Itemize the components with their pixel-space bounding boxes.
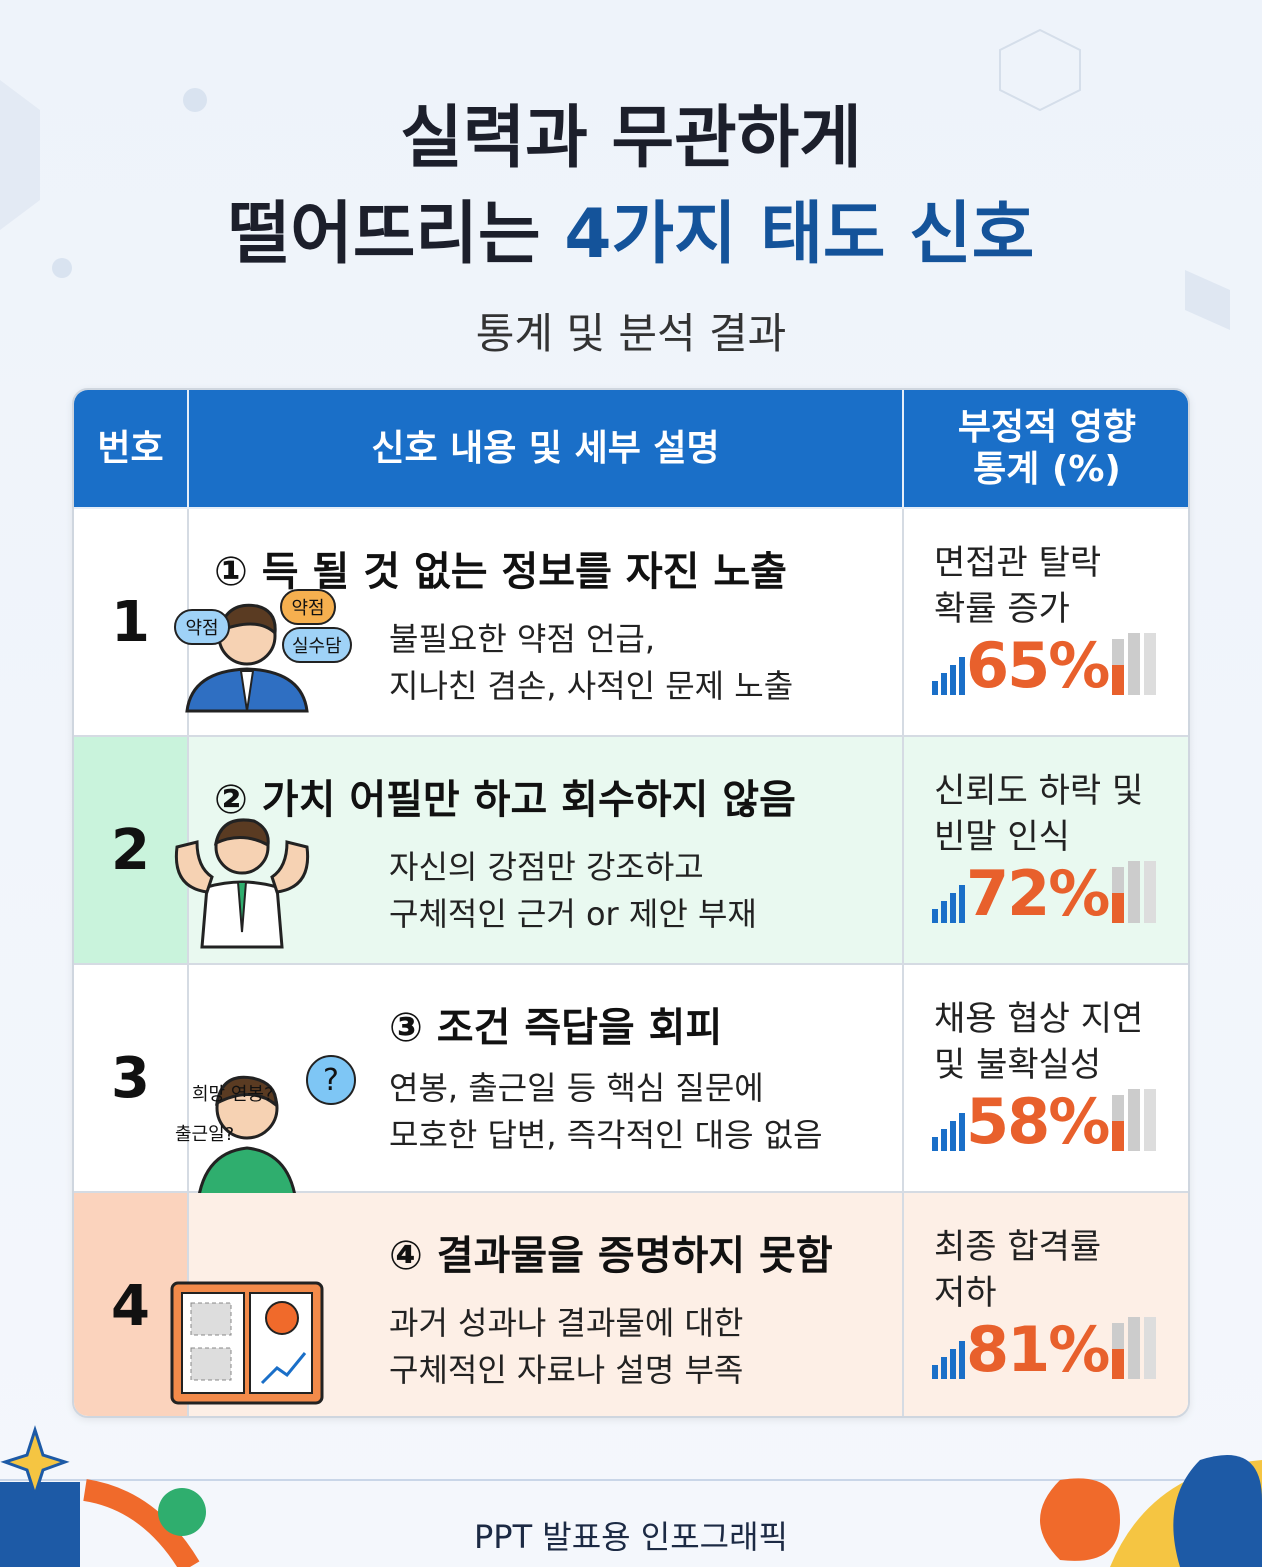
- row-heading: ③ 조건 즉답을 회피: [389, 1005, 723, 1051]
- number-cell: 1: [74, 509, 189, 737]
- header-text: 번호: [97, 427, 164, 469]
- stat-value: 81%: [966, 1313, 1110, 1386]
- stat-label: 빈말 인식: [934, 817, 1070, 857]
- table: 번호 신호 내용 및 세부 설명 부정적 영향 통계 (%) 1 ① 득 될 것 없는 정…: [72, 388, 1190, 1418]
- stat-value: 65%: [966, 629, 1110, 702]
- description-line: 구체적인 근거 or 제안 부재: [389, 895, 757, 933]
- description-line: 모호한 답변, 즉각적인 대응 없음: [389, 1116, 823, 1154]
- header-cell: 부정적 영향 통계 (%): [904, 390, 1188, 509]
- speech-bubble: 실수담: [282, 627, 352, 663]
- bar-icon: [932, 1089, 1156, 1151]
- stat-label: 저하: [934, 1273, 997, 1313]
- bar-icon: [932, 861, 1156, 923]
- speech-bubble: 출근일?: [175, 1124, 235, 1145]
- description-line: 연봉, 출근일 등 핵심 질문에: [389, 1069, 764, 1107]
- title-line: 실력과 무관하게: [400, 99, 862, 178]
- speech-bubble: 약점: [174, 609, 230, 645]
- header-cell: 번호: [74, 390, 189, 509]
- speech-bubble: ?: [306, 1055, 356, 1105]
- description-line: 지나친 겸손, 사적인 문제 노출: [389, 667, 794, 705]
- row-heading: ④ 결과물을 증명하지 못함: [389, 1233, 833, 1279]
- title-lead: 떨어뜨리는: [227, 195, 541, 274]
- description-line: 구체적인 자료나 설명 부족: [389, 1351, 744, 1389]
- title-highlight: 4가지 태도 신호: [564, 195, 1035, 274]
- footer: PPT 발표용 인포그래픽: [473, 1518, 788, 1556]
- number-cell: 4: [74, 1193, 189, 1416]
- description-line: 과거 성과나 결과물에 대한: [389, 1304, 744, 1342]
- stat-label: 확률 증가: [934, 589, 1070, 629]
- stat-label: 신뢰도 하락 및: [934, 771, 1144, 811]
- number-cell: 2: [74, 737, 189, 965]
- header-line: 부정적 영향: [957, 406, 1137, 448]
- header-text: 신호 내용 및 세부 설명: [371, 427, 720, 469]
- title-line: 떨어뜨리는 4가지 태도 신호: [0, 178, 1262, 277]
- row-heading: ② 가치 어필만 하고 회수하지 않음: [214, 777, 796, 823]
- stat-label: 최종 합격률: [934, 1227, 1102, 1267]
- header-line: 통계 (%): [973, 448, 1121, 490]
- illustration: [174, 818, 310, 949]
- bar-icon: [932, 633, 1156, 695]
- row-heading: ① 득 될 것 없는 정보를 자진 노출: [214, 549, 787, 595]
- speech-bubble: 약점: [280, 589, 336, 625]
- header-cell: 신호 내용 및 세부 설명: [189, 390, 904, 509]
- speech-bubble: 희망 연봉?: [192, 1084, 274, 1105]
- header-text: 부정적 영향 통계 (%): [958, 407, 1136, 491]
- stat-label: 채용 협상 지연: [934, 999, 1144, 1039]
- illustration: [185, 603, 309, 713]
- stat-label: 면접관 탈락: [934, 543, 1102, 583]
- stat-value: 58%: [966, 1085, 1110, 1158]
- subtitle: 통계 및 분석 결과: [475, 309, 787, 358]
- bar-icon: [932, 1317, 1156, 1379]
- content-cell: ① 득 될 것 없는 정보를 자진 노출 약점 약점 실수담 불필요한 약점 언급, 지나…: [174, 509, 904, 737]
- illustration: [170, 1281, 324, 1405]
- stat-value: 72%: [966, 857, 1110, 930]
- stat-label: 및 불확실성: [934, 1045, 1102, 1085]
- number-cell: 3: [74, 965, 189, 1193]
- description-line: 자신의 강점만 강조하고: [389, 848, 704, 886]
- description-line: 불필요한 약점 언급,: [389, 620, 656, 658]
